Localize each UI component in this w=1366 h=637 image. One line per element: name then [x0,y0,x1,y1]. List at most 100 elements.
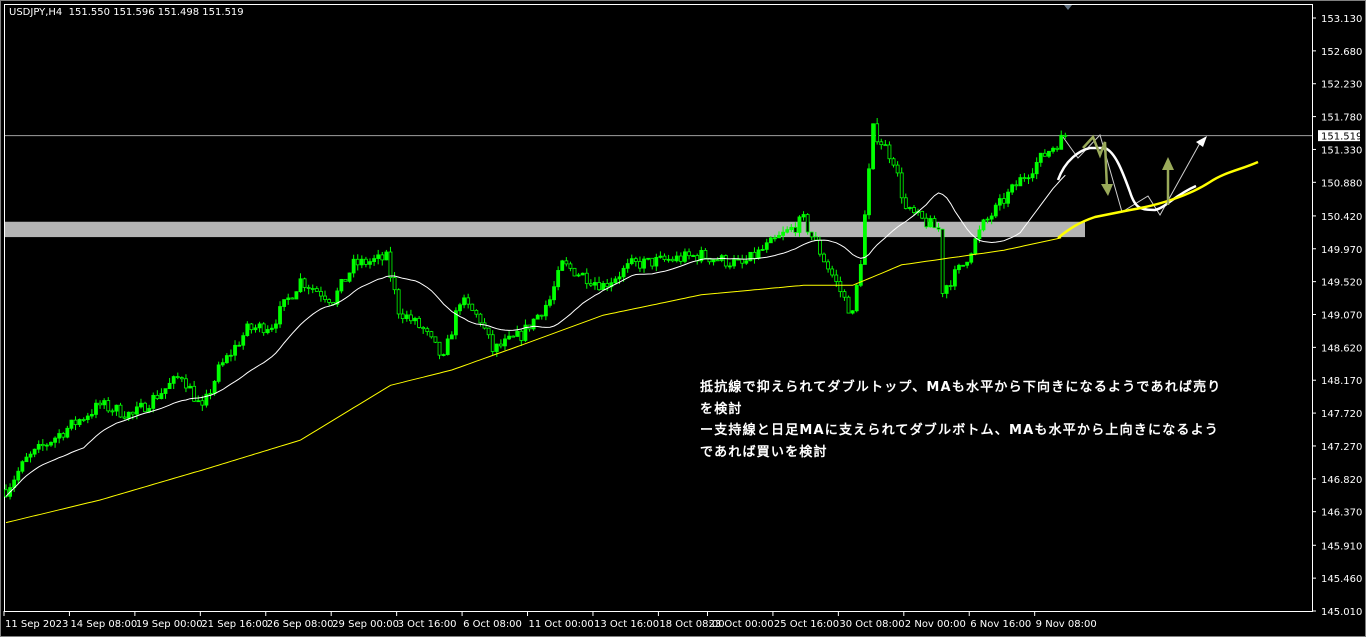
x-tick-label: 11 Sep 2023 [5,619,68,630]
candle [494,343,499,357]
bear-candle-body [903,197,908,209]
candle [642,256,646,273]
candle [552,281,556,305]
bear-candle-body [1063,134,1068,137]
candle [801,211,806,221]
candles [4,118,1068,500]
candle [253,324,258,333]
candle [319,286,323,302]
bull-candle-body [777,234,781,239]
candle [948,280,953,291]
bull-candle-body [507,335,511,340]
candle [441,353,446,357]
candle [924,213,929,229]
bear-candle-body [388,251,393,279]
bull-candle-body [449,334,454,340]
candle [507,331,511,341]
bull-candle-body [560,260,565,271]
candle [81,417,86,423]
bull-candle-body [445,338,450,355]
bull-candle-body [347,272,352,282]
candle [400,308,405,324]
bull-candle-body [593,282,597,286]
bull-candle-body [760,249,765,251]
candle [462,294,466,309]
candle [654,253,659,272]
candle [805,213,810,235]
candle [200,395,205,411]
candle [895,161,900,177]
chart-shift-marker-icon[interactable] [1064,5,1072,10]
bull-candle-body [204,393,209,406]
candle [106,397,111,413]
bear-candle-body [948,285,953,287]
price-axis[interactable]: 153.130 152.680 152.230 151.780 151.330 150.8… [1312,14,1362,618]
candle [159,388,164,400]
bear-candle-body [1042,152,1047,157]
candle [597,276,601,291]
current-price-label: 151.519 [1318,130,1362,143]
candle [961,264,965,267]
candle [188,383,192,389]
candle [850,310,855,315]
bull-candle-body [654,256,659,267]
candle [781,226,785,241]
candle [372,254,377,266]
candle [269,324,274,332]
bear-candle-body [920,210,925,219]
bull-candle-body [298,278,303,293]
bear-candle-body [355,258,360,266]
bear-candle-body [822,253,826,263]
bear-candle-body [314,288,319,292]
x-tick-label: 14 Sep 08:00 [70,619,137,630]
bull-candle-body [274,323,278,329]
bull-candle-body [646,257,651,260]
projection-long-ma-curve [1057,160,1259,239]
bull-candle-body [728,265,732,268]
ma-short-line [5,174,1066,497]
candle [523,319,528,343]
y-tick-label: 148.620 [1321,343,1362,354]
bear-candle-body [936,227,941,230]
candle [650,257,655,270]
x-tick-label: 2 Nov 00:00 [905,619,966,630]
bear-candle-body [805,214,810,233]
candle [666,254,671,263]
candle [728,262,732,270]
candle [981,218,986,232]
candle [842,289,847,301]
candle [531,318,536,331]
candle [1018,174,1023,187]
candle [605,278,610,292]
bull-candle-body [1059,134,1064,150]
candle [310,284,315,294]
y-tick-label: 153.130 [1321,14,1362,25]
candle [474,309,479,318]
candle [85,412,90,424]
bull-candle-body [102,400,107,406]
candle [883,140,888,147]
candle [777,231,781,239]
bull-candle-body [494,343,499,352]
candle [932,215,937,229]
candle [241,332,246,350]
resistance-zone [5,221,1085,238]
bear-candle-body [875,123,880,143]
bear-candle-body [433,336,438,343]
bear-candle-body [302,278,307,288]
candle [846,295,851,314]
candle [89,409,94,419]
candle [347,272,352,283]
bull-candle-body [642,258,646,269]
candle [339,278,344,294]
candle [907,206,912,211]
candle [98,400,102,409]
candle [24,453,29,463]
y-tick-label: 147.270 [1321,442,1362,453]
candle [985,216,990,224]
bull-candle-body [65,427,70,438]
bull-candle-body [543,304,548,317]
bull-candle-body [241,335,246,346]
